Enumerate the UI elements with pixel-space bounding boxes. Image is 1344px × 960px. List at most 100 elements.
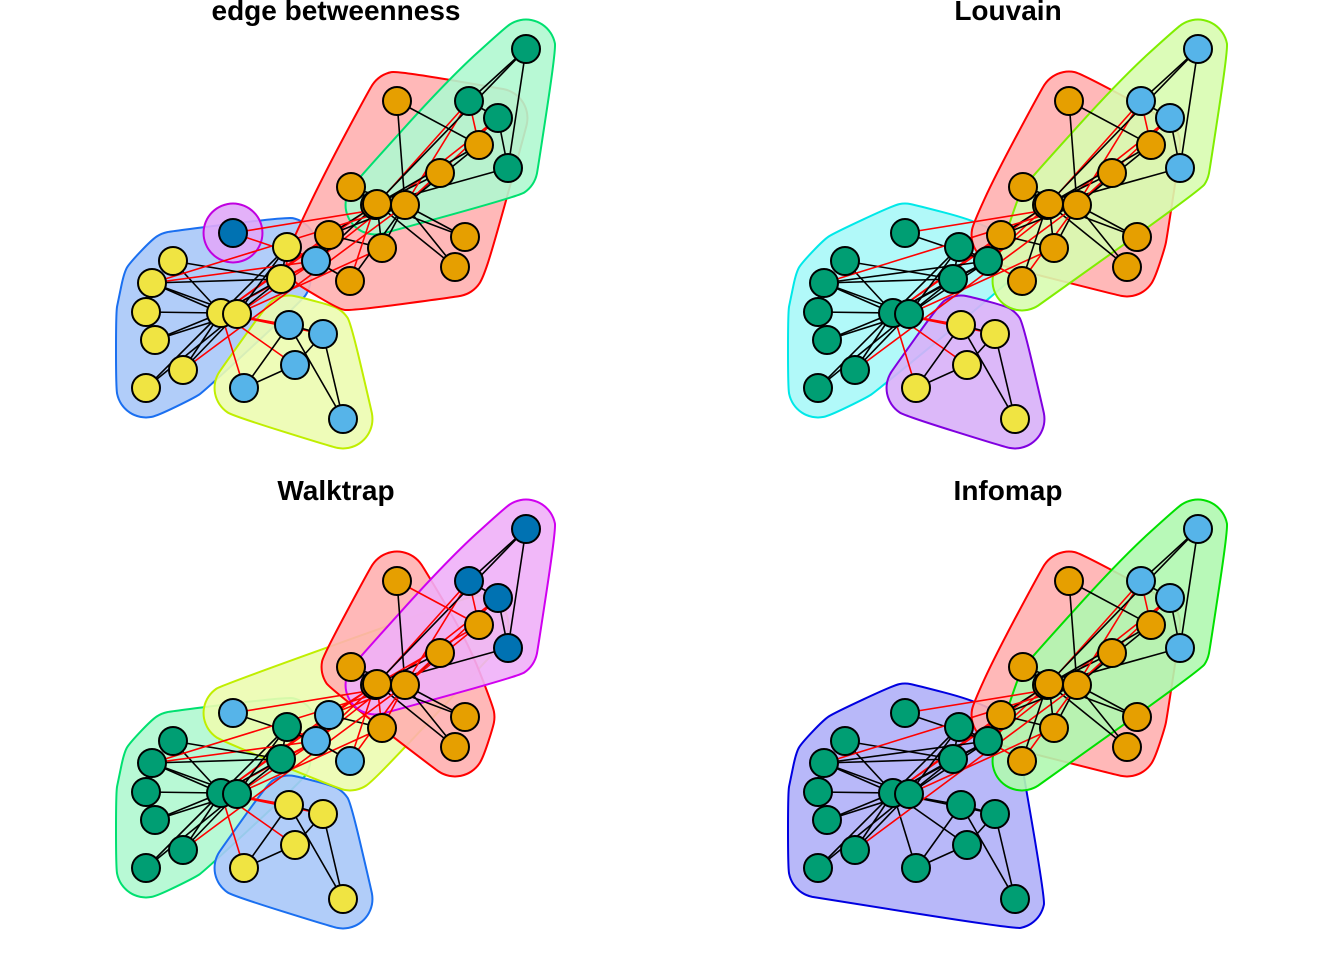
node-1 bbox=[894, 299, 924, 329]
node-22 bbox=[336, 652, 366, 682]
edge-3-12 bbox=[844, 740, 954, 760]
node-10 bbox=[901, 853, 931, 883]
node-18 bbox=[1097, 638, 1127, 668]
node-2 bbox=[973, 246, 1003, 276]
edge-3-12 bbox=[844, 260, 954, 280]
node-22 bbox=[336, 172, 366, 202]
node-7 bbox=[272, 712, 302, 742]
panel-title-infomap: Infomap bbox=[954, 475, 1063, 506]
edge-26-29 bbox=[396, 100, 480, 146]
edge-0-31 bbox=[220, 204, 376, 314]
node-18 bbox=[425, 158, 455, 188]
node-3 bbox=[938, 744, 968, 774]
network-nodes bbox=[131, 514, 541, 914]
node-29 bbox=[464, 130, 494, 160]
edge-5-16 bbox=[288, 324, 344, 420]
edge-0-31 bbox=[892, 684, 1048, 794]
edge-3-13 bbox=[823, 278, 954, 284]
node-30 bbox=[367, 233, 397, 263]
edge-25-31 bbox=[1046, 528, 1199, 686]
node-24 bbox=[493, 633, 523, 663]
node-16 bbox=[328, 884, 358, 914]
edge-2-13 bbox=[823, 260, 989, 284]
node-29 bbox=[1136, 130, 1166, 160]
node-28 bbox=[335, 266, 365, 296]
edge-3-13 bbox=[151, 758, 282, 764]
node-9 bbox=[218, 698, 248, 728]
node-9 bbox=[890, 698, 920, 728]
edge-5-16 bbox=[960, 804, 1016, 900]
node-4 bbox=[952, 350, 982, 380]
node-4 bbox=[952, 830, 982, 860]
node-7 bbox=[944, 232, 974, 262]
node-4 bbox=[280, 830, 310, 860]
node-22 bbox=[1008, 172, 1038, 202]
panel-title-edge-betweenness: edge betweenness bbox=[212, 0, 461, 26]
edge-0-31 bbox=[220, 684, 376, 794]
node-27 bbox=[483, 583, 513, 613]
node-27 bbox=[1155, 103, 1185, 133]
node-3 bbox=[266, 264, 296, 294]
edge-24-25 bbox=[1179, 528, 1199, 649]
edge-3-12 bbox=[172, 260, 282, 280]
node-23 bbox=[454, 86, 484, 116]
node-26 bbox=[382, 86, 412, 116]
node-30 bbox=[367, 713, 397, 743]
node-15 bbox=[440, 732, 470, 762]
edge-0-31 bbox=[892, 204, 1048, 314]
node-8 bbox=[986, 700, 1016, 730]
node-5 bbox=[946, 310, 976, 340]
edge-3-13 bbox=[823, 758, 954, 764]
node-9 bbox=[218, 218, 248, 248]
node-9 bbox=[890, 218, 920, 248]
node-24 bbox=[1165, 633, 1195, 663]
edge-15-32 bbox=[1048, 683, 1128, 748]
node-26 bbox=[382, 566, 412, 596]
node-1 bbox=[222, 299, 252, 329]
node-25 bbox=[1183, 514, 1213, 544]
node-6 bbox=[980, 799, 1010, 829]
node-8 bbox=[314, 700, 344, 730]
node-17 bbox=[140, 805, 170, 835]
node-27 bbox=[483, 103, 513, 133]
node-3 bbox=[266, 744, 296, 774]
node-2 bbox=[301, 726, 331, 756]
node-32 bbox=[1034, 189, 1064, 219]
node-17 bbox=[812, 805, 842, 835]
node-23 bbox=[454, 566, 484, 596]
node-19 bbox=[168, 835, 198, 865]
edge-25-31 bbox=[374, 48, 527, 206]
node-23 bbox=[1126, 86, 1156, 116]
panel-infomap: Infomap bbox=[786, 475, 1229, 929]
node-14 bbox=[450, 222, 480, 252]
edge-2-13 bbox=[151, 260, 317, 284]
edge-19-33 bbox=[182, 204, 406, 371]
node-26 bbox=[1054, 86, 1084, 116]
node-8 bbox=[986, 220, 1016, 250]
node-20 bbox=[390, 190, 420, 220]
panel-louvain: Louvain bbox=[786, 0, 1229, 450]
node-7 bbox=[272, 232, 302, 262]
node-19 bbox=[840, 835, 870, 865]
node-13 bbox=[137, 748, 167, 778]
edge-24-25 bbox=[507, 528, 527, 649]
node-4 bbox=[280, 350, 310, 380]
node-20 bbox=[390, 670, 420, 700]
node-15 bbox=[1112, 252, 1142, 282]
node-25 bbox=[511, 514, 541, 544]
node-21 bbox=[803, 853, 833, 883]
node-5 bbox=[274, 310, 304, 340]
edge-0-21 bbox=[817, 312, 894, 389]
node-16 bbox=[1000, 404, 1030, 434]
node-21 bbox=[131, 853, 161, 883]
node-6 bbox=[308, 319, 338, 349]
node-19 bbox=[168, 355, 198, 385]
network-nodes bbox=[803, 514, 1213, 914]
node-13 bbox=[809, 748, 839, 778]
node-11 bbox=[131, 777, 161, 807]
node-17 bbox=[140, 325, 170, 355]
panel-title-louvain: Louvain bbox=[954, 0, 1061, 26]
node-10 bbox=[901, 373, 931, 403]
edge-15-32 bbox=[376, 203, 456, 268]
node-28 bbox=[1007, 266, 1037, 296]
